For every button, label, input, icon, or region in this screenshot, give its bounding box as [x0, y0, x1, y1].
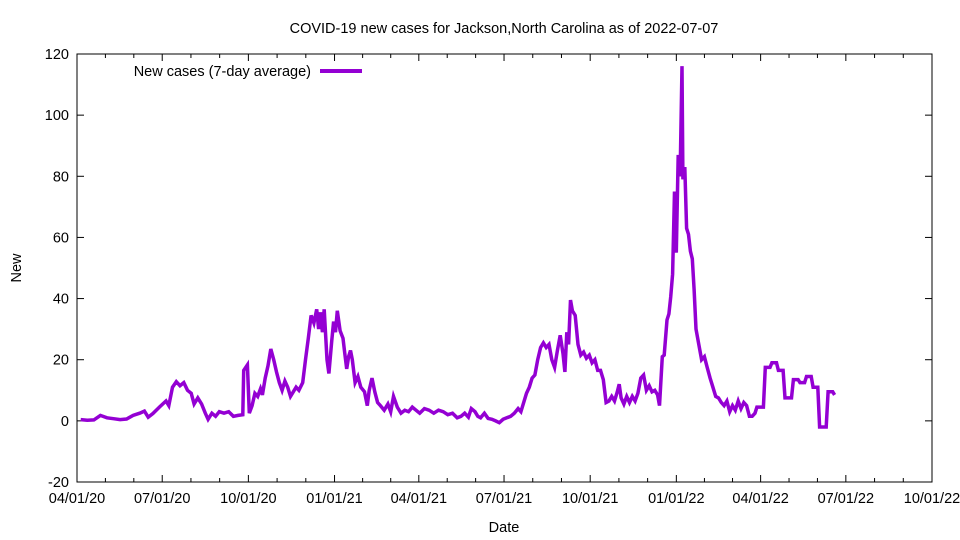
x-tick-label: 04/01/21	[391, 491, 447, 507]
legend: New cases (7-day average)	[134, 64, 362, 80]
y-tick-label: 120	[45, 47, 69, 63]
chart-title: COVID-19 new cases for Jackson,North Car…	[290, 21, 719, 37]
x-tick-label: 10/01/20	[220, 491, 276, 507]
y-tick-label: 20	[53, 353, 69, 369]
x-tick-label: 01/01/22	[648, 491, 704, 507]
x-tick-label: 01/01/21	[306, 491, 362, 507]
y-tick-label: -20	[48, 475, 69, 491]
x-tick-label: 07/01/21	[476, 491, 532, 507]
y-tick-label: 80	[53, 169, 69, 185]
x-tick-label: 07/01/22	[818, 491, 874, 507]
x-axis-label: Date	[489, 520, 520, 536]
y-tick-label: 0	[61, 414, 69, 430]
legend-label: New cases (7-day average)	[134, 64, 311, 80]
x-axis: 04/01/20 07/01/20 10/01/20 01/01/21 04/01/21…	[49, 54, 960, 507]
x-tick-label: 10/01/21	[562, 491, 618, 507]
x-tick-label: 04/01/20	[49, 491, 105, 507]
plot-series	[80, 66, 837, 429]
series-line	[80, 66, 837, 429]
y-axis-label: New	[9, 253, 25, 283]
y-tick-label: 60	[53, 230, 69, 246]
plot-frame	[76, 53, 933, 483]
y-axis: -20 0 20 40 60 80 100 120	[45, 47, 932, 491]
x-tick-label: 10/01/22	[904, 491, 960, 507]
y-tick-label: 100	[45, 108, 69, 124]
x-tick-label: 07/01/20	[134, 491, 190, 507]
x-tick-label: 04/01/22	[732, 491, 788, 507]
y-tick-label: 40	[53, 292, 69, 308]
